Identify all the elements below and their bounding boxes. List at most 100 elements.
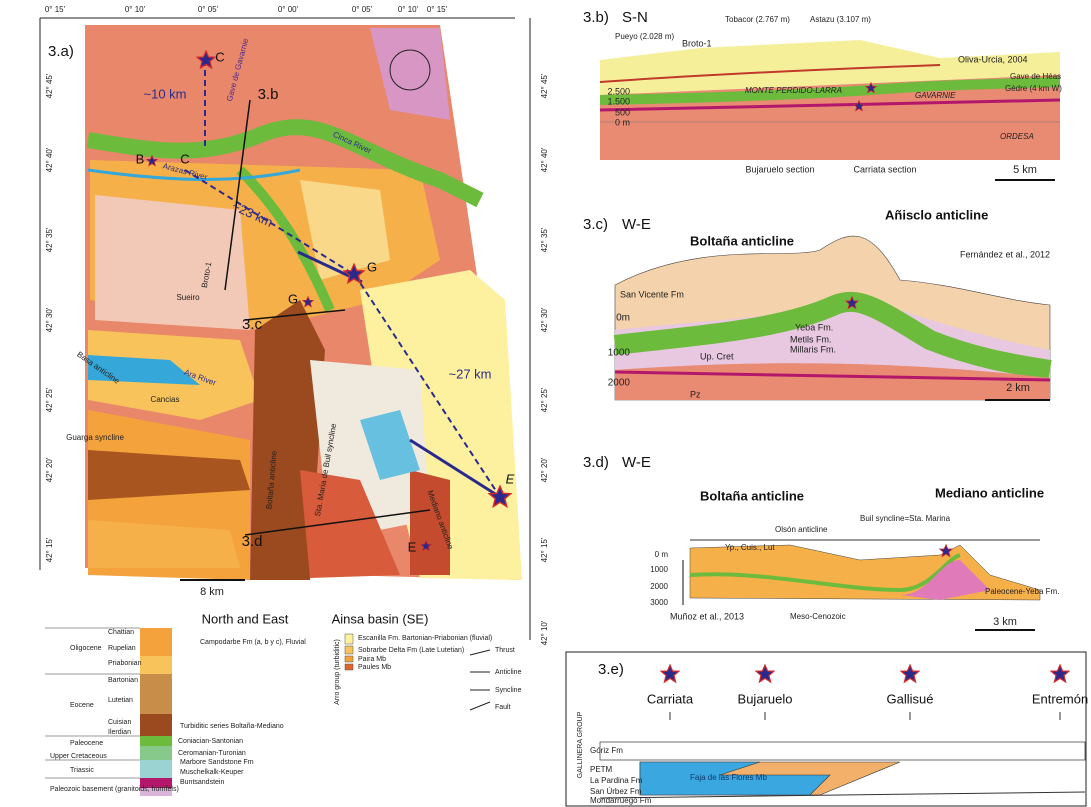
source: Muñoz et al., 2013 [670, 611, 744, 621]
unit: Muschelkalk-Keuper [180, 769, 244, 776]
map-feature: Sueiro [176, 293, 200, 302]
map-shape [140, 714, 172, 736]
map-shape [370, 28, 450, 120]
orientation: W-E [622, 216, 651, 233]
unit: Escanilla Fm. Bartonian-Priabonian (fluv… [358, 635, 492, 642]
map-shape [639, 761, 831, 796]
map-shape [599, 77, 1061, 105]
lat-tick: 42° 40' [540, 147, 549, 172]
map-shape [410, 470, 450, 575]
map-shape [140, 788, 172, 796]
map-shape [140, 778, 172, 788]
site-label: Bujaruelo [738, 691, 793, 706]
depth-label: 0m [616, 313, 630, 324]
distance-label: ~27 km [449, 366, 492, 381]
lat-tick: 42° 25' [45, 387, 54, 412]
map-feature: Cancias [151, 395, 180, 404]
formation: PETM [590, 765, 613, 774]
map-shape [613, 291, 1052, 380]
formation: Metils Fm. [790, 334, 832, 344]
distance-label: ~10 km [144, 86, 187, 101]
well: Broto-1 [682, 38, 712, 48]
map-shape [88, 450, 250, 500]
formation: Millaris Fm. [790, 344, 836, 354]
formation: Mondarruego Fm [590, 796, 652, 805]
depth-label: 2000 [608, 378, 631, 389]
map-shape [615, 363, 1050, 400]
map-shape [244, 509, 431, 536]
section-title: Boltaña anticline [700, 488, 804, 503]
stage: Ceromanian-Turonian [178, 750, 246, 757]
station-label: E [506, 471, 515, 486]
structure-label: Gèdre (4 km W) [1005, 84, 1062, 93]
scale-label: 8 km [200, 586, 224, 598]
stage: Coniacian-Santonian [178, 738, 243, 745]
depth-label: 0 m [655, 550, 669, 559]
structure-label: Buil syncline=Sta. Marina [860, 514, 951, 523]
symbol-label: Fault [495, 704, 511, 711]
structure-label: Paleocene-Yeba Fm. [985, 587, 1059, 596]
station-label: G [367, 259, 377, 274]
lat-tick: 42° 25' [540, 387, 549, 412]
panel-label: 3.d) [583, 454, 609, 471]
map-shape [344, 663, 354, 671]
map-shape [565, 651, 1087, 807]
section-title: Boltaña anticline [690, 233, 794, 248]
lat-tick: 42° 15' [45, 537, 54, 562]
group-label: Arro group (turbiditic) [334, 639, 341, 705]
lat-tick: 42° 30' [540, 307, 549, 332]
formation: Yeba Fm. [795, 322, 833, 332]
lat-tick: 42° 35' [540, 227, 549, 252]
legend-title: North and East [202, 611, 289, 626]
lat-tick: 42° 30' [45, 307, 54, 332]
map-shape [140, 746, 172, 760]
site-label: Entremón [1032, 691, 1088, 706]
unit: Campodarbe Fm (a, b y c), Fluvial [200, 639, 306, 646]
unit: Paira Mb [358, 656, 386, 663]
structure-label: GAVARNIE [915, 91, 956, 100]
map-shape [599, 64, 941, 83]
map-shape [599, 98, 1061, 112]
lat-tick: 42° 45' [45, 73, 54, 98]
orientation: W-E [622, 454, 651, 471]
panel-label: 3.c) [583, 216, 608, 233]
depth-label: 2.500 [607, 86, 630, 96]
stage: Chattian [108, 629, 134, 636]
symbol-label: Thrust [495, 647, 515, 654]
map-shape [140, 674, 172, 714]
map-shape [689, 553, 961, 593]
map-shape [599, 791, 1086, 799]
epoch: Triassic [70, 767, 94, 774]
lat-tick: 42° 35' [45, 227, 54, 252]
stage: Rupelian [108, 645, 136, 652]
section-e [565, 651, 1087, 807]
formation: Góriz Fm [590, 746, 623, 755]
map-shape [95, 195, 250, 330]
depth-label: 1000 [608, 348, 631, 359]
symbol-label: Anticline [495, 669, 522, 676]
lon-tick: 0° 00' [278, 5, 299, 14]
structure-label: Olsón anticline [775, 525, 828, 534]
map-panel [39, 17, 531, 640]
map-shape [236, 166, 335, 312]
map-shape: 3.a) [48, 43, 74, 60]
lon-tick: 0° 15' [45, 5, 66, 14]
map-shape [469, 701, 491, 711]
epoch: Paleozoic basement (granitoids, hornfels… [50, 786, 179, 793]
station-label: G [288, 291, 298, 306]
lat-tick: 42° 10' [540, 620, 549, 645]
site-label: Gallisué [887, 691, 934, 706]
section-name: Bujaruelo section [745, 164, 814, 174]
formation: Pz [690, 389, 701, 399]
section-title: Mediano anticline [935, 485, 1044, 500]
orientation: S-N [622, 9, 648, 26]
structure-label: Meso-Cenozoic [790, 612, 846, 621]
map-shape [344, 655, 354, 663]
map-shape [88, 520, 240, 568]
structure-label: Yp., Cuis., Lut [725, 543, 775, 552]
station-label: C [215, 49, 224, 64]
stage: Bartonian [108, 677, 138, 684]
unit: Marbore Sandstone Fm [180, 759, 254, 766]
map-shape [140, 656, 172, 674]
map-shape [360, 410, 420, 480]
